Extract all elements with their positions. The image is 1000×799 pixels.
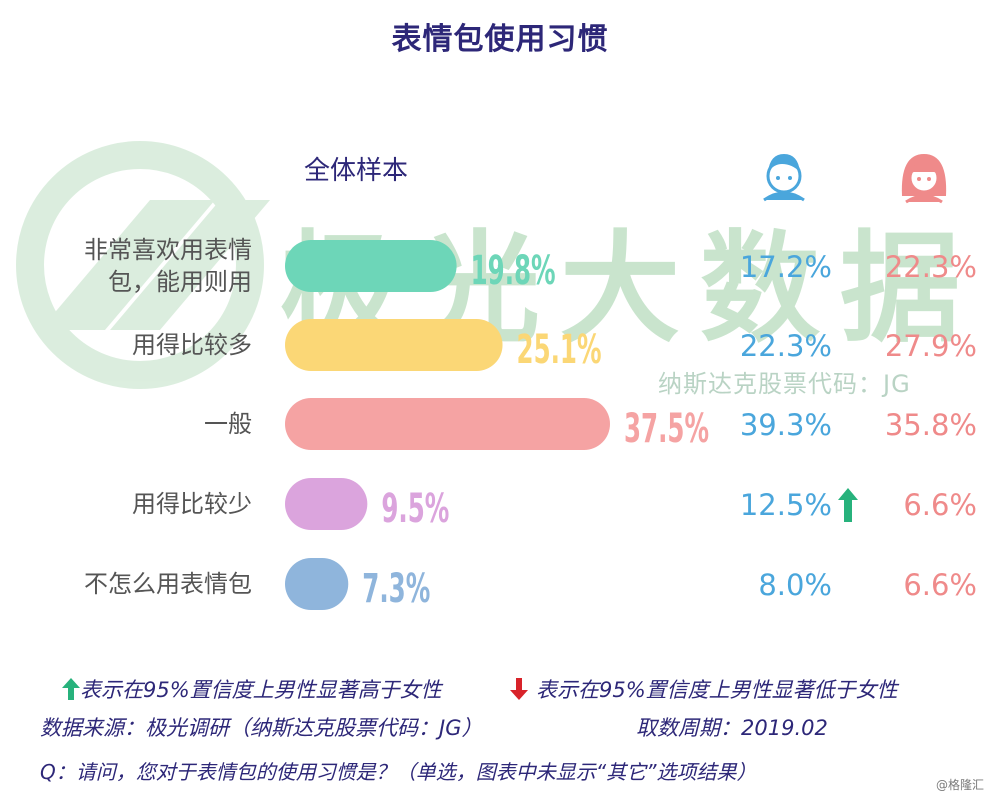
male-value: 17.2% [740, 250, 832, 284]
male-value: 12.5% [740, 488, 832, 522]
bar-value-label: 37.5% [624, 406, 709, 452]
data-period: 取数周期：2019.02 [636, 716, 828, 740]
category-label: 不怎么用表情包 [84, 570, 252, 598]
male-value: 22.3% [740, 329, 832, 363]
watermark-char: 据 [840, 220, 960, 359]
chart-canvas: 极光大数据 非常喜欢用表情包，能用则用19.8%17.2%22.3%用得比较多2… [16, 141, 977, 612]
sample-label: 全体样本 [304, 156, 409, 186]
female-value: 35.8% [885, 408, 977, 442]
watermark-logo-icon [16, 141, 270, 389]
data-source: 数据来源：极光调研（纳斯达克股票代码：JG） [40, 716, 483, 740]
watermark-char: 数 [700, 220, 820, 359]
female-avatar-icon [901, 154, 947, 204]
bar [285, 240, 457, 292]
note-down-text: 表示在95%置信度上男性显著低于女性 [536, 678, 898, 702]
female-value: 27.9% [885, 329, 977, 363]
category-label: 包，能用则用 [108, 268, 252, 296]
bar [285, 478, 368, 530]
category-label: 用得比较少 [132, 490, 252, 518]
note-up-text: 表示在95%置信度上男性显著高于女性 [80, 678, 442, 702]
up-arrow-icon [838, 488, 858, 522]
bar [285, 398, 610, 450]
watermark-char: 大 [560, 220, 680, 359]
bar-value-label: 19.8% [471, 248, 556, 294]
category-label: 一般 [204, 410, 252, 438]
bar-value-label: 9.5% [381, 486, 449, 532]
note-up: 表示在95%置信度上男性显著高于女性 [62, 674, 442, 704]
bar [285, 319, 503, 371]
female-value: 6.6% [903, 568, 977, 602]
category-label: 非常喜欢用表情 [84, 236, 252, 264]
category-label: 用得比较多 [132, 331, 252, 359]
chart-title: 表情包使用习惯 [391, 22, 609, 57]
down-arrow-icon [510, 678, 528, 700]
female-value: 6.6% [903, 488, 977, 522]
male-value: 8.0% [758, 568, 832, 602]
corner-mark: @格隆汇 [936, 778, 985, 792]
bar-value-label: 7.3% [362, 566, 430, 612]
watermark-code: 纳斯达克股票代码：JG [658, 370, 911, 398]
up-arrow-icon [62, 678, 80, 700]
male-avatar-icon [763, 154, 805, 202]
survey-question: Q：请问，您对于表情包的使用习惯是？（单选，图表中未显示“其它”选项结果） [40, 760, 757, 784]
bar-value-label: 25.1% [517, 327, 602, 373]
male-value: 39.3% [740, 408, 832, 442]
female-value: 22.3% [885, 250, 977, 284]
note-down: 表示在95%置信度上男性显著低于女性 [510, 674, 898, 704]
bar [285, 558, 349, 610]
